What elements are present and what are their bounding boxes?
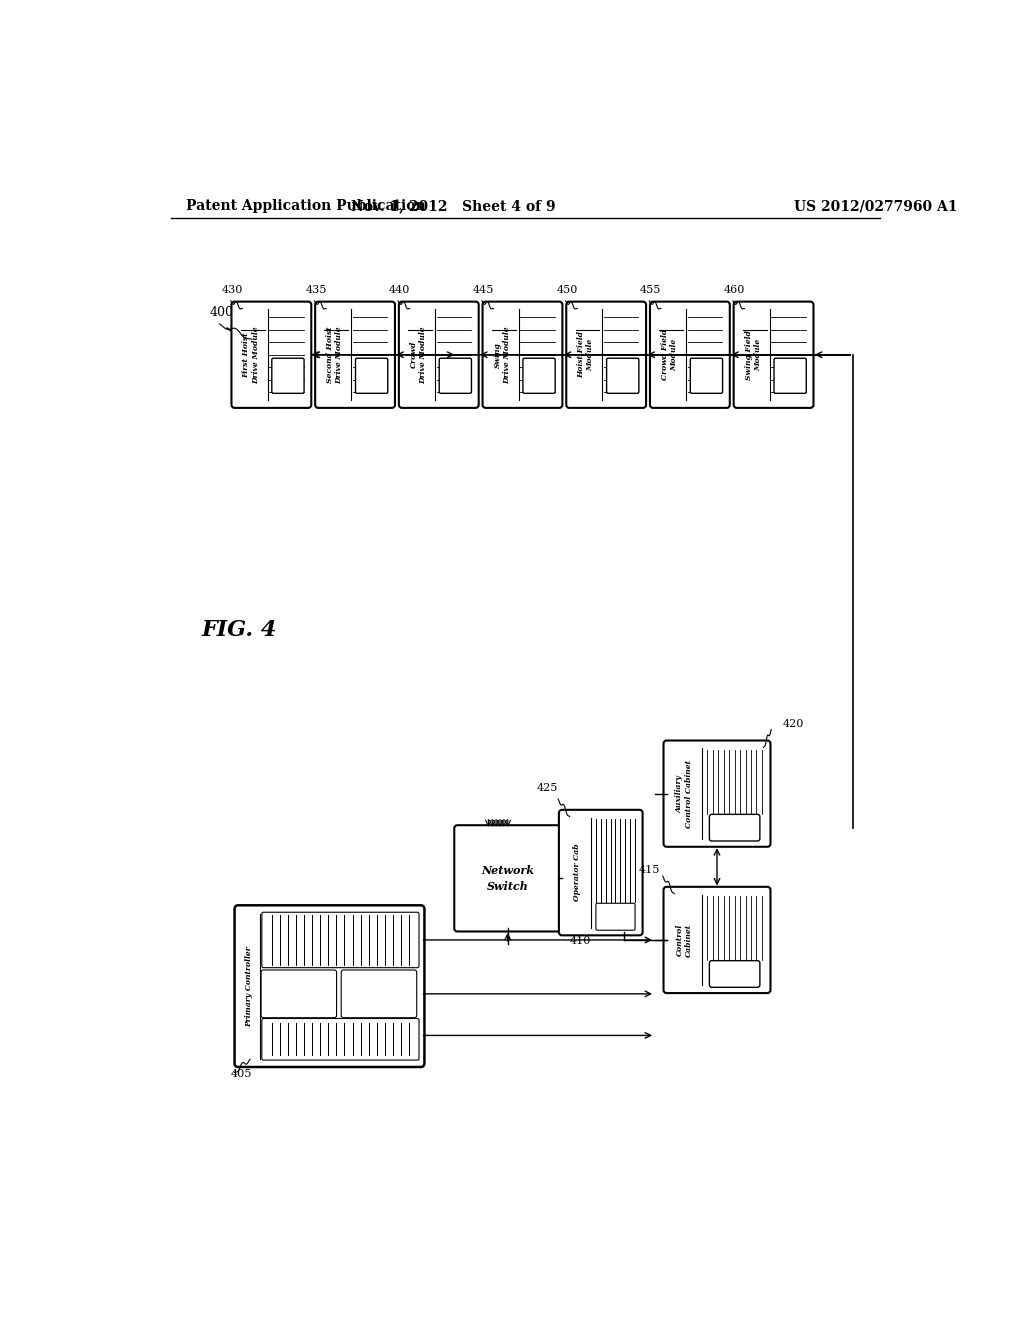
- FancyBboxPatch shape: [455, 825, 561, 932]
- Text: 425: 425: [537, 783, 558, 793]
- Text: 450: 450: [556, 285, 578, 296]
- FancyBboxPatch shape: [664, 741, 770, 847]
- FancyBboxPatch shape: [231, 302, 311, 408]
- Text: 455: 455: [640, 285, 662, 296]
- FancyBboxPatch shape: [596, 903, 635, 931]
- Text: Second Hoist
Drive Module: Second Hoist Drive Module: [327, 326, 343, 384]
- FancyBboxPatch shape: [261, 970, 337, 1018]
- FancyBboxPatch shape: [566, 302, 646, 408]
- FancyBboxPatch shape: [606, 358, 639, 393]
- Text: Primary Controller: Primary Controller: [246, 945, 253, 1027]
- Text: 430: 430: [221, 285, 243, 296]
- FancyBboxPatch shape: [341, 970, 417, 1018]
- Text: Control
Cabinet: Control Cabinet: [676, 923, 693, 957]
- FancyBboxPatch shape: [262, 1019, 419, 1060]
- FancyBboxPatch shape: [559, 810, 643, 936]
- FancyBboxPatch shape: [315, 302, 395, 408]
- Text: 410: 410: [569, 936, 591, 946]
- FancyBboxPatch shape: [650, 302, 730, 408]
- Text: Auxiliary
Control Cabinet: Auxiliary Control Cabinet: [676, 759, 693, 828]
- Text: 415: 415: [639, 865, 660, 875]
- FancyBboxPatch shape: [664, 887, 770, 993]
- Text: Crowd
Drive Module: Crowd Drive Module: [410, 326, 427, 384]
- FancyBboxPatch shape: [523, 358, 555, 393]
- FancyBboxPatch shape: [774, 358, 806, 393]
- Text: 460: 460: [724, 285, 745, 296]
- FancyBboxPatch shape: [262, 912, 419, 968]
- Text: Network
Switch: Network Switch: [481, 865, 535, 891]
- Text: 420: 420: [783, 718, 804, 729]
- Text: Hoist Field
Module: Hoist Field Module: [578, 331, 595, 379]
- FancyBboxPatch shape: [439, 358, 471, 393]
- Text: Swing Field
Module: Swing Field Module: [744, 330, 762, 380]
- Text: 405: 405: [230, 1069, 252, 1078]
- Text: Operator Cab: Operator Cab: [572, 843, 581, 902]
- FancyBboxPatch shape: [355, 358, 388, 393]
- FancyBboxPatch shape: [271, 358, 304, 393]
- FancyBboxPatch shape: [482, 302, 562, 408]
- Text: US 2012/0277960 A1: US 2012/0277960 A1: [795, 199, 958, 213]
- FancyBboxPatch shape: [710, 961, 760, 987]
- FancyBboxPatch shape: [710, 814, 760, 841]
- Text: 440: 440: [389, 285, 411, 296]
- Text: 435: 435: [305, 285, 327, 296]
- Text: Nov. 1, 2012   Sheet 4 of 9: Nov. 1, 2012 Sheet 4 of 9: [351, 199, 556, 213]
- FancyBboxPatch shape: [733, 302, 813, 408]
- Text: 445: 445: [473, 285, 494, 296]
- Text: First Hoist
Drive Module: First Hoist Drive Module: [243, 326, 260, 384]
- FancyBboxPatch shape: [399, 302, 478, 408]
- FancyBboxPatch shape: [234, 906, 424, 1067]
- Text: Crowd Field
Module: Crowd Field Module: [662, 329, 678, 380]
- Text: 400: 400: [209, 306, 233, 319]
- FancyBboxPatch shape: [690, 358, 723, 393]
- Text: FIG. 4: FIG. 4: [202, 619, 278, 640]
- Text: Swing
Drive Module: Swing Drive Module: [494, 326, 511, 384]
- Text: Patent Application Publication: Patent Application Publication: [186, 199, 426, 213]
